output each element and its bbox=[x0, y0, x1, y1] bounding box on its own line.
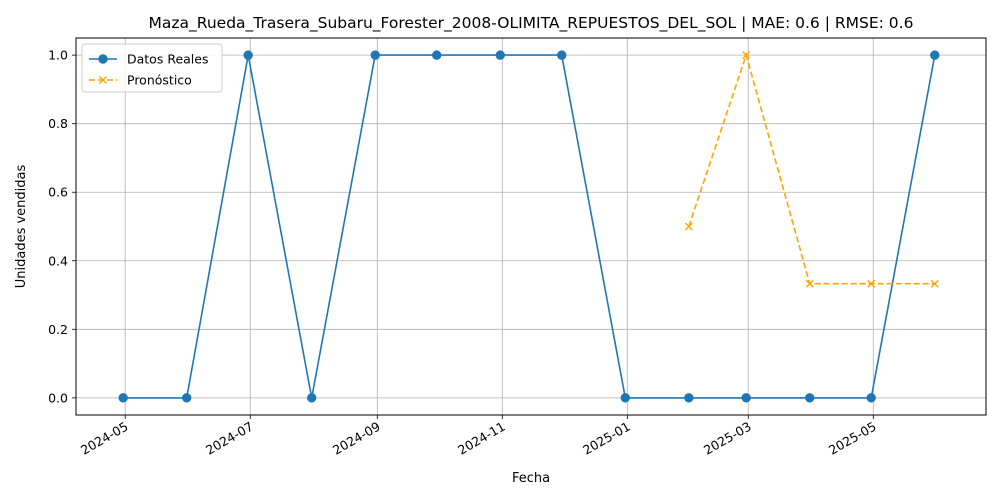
y-tick-label: 0.8 bbox=[48, 116, 68, 131]
legend-entry: Datos Reales bbox=[89, 52, 208, 67]
data-point bbox=[930, 279, 939, 288]
data-point bbox=[118, 393, 128, 403]
x-axis-label: Fecha bbox=[512, 471, 550, 486]
data-point bbox=[557, 50, 567, 60]
y-tick-label: 0.6 bbox=[48, 185, 68, 200]
data-point bbox=[495, 50, 505, 60]
series-actual bbox=[118, 50, 940, 403]
y-tick-label: 0.0 bbox=[48, 390, 68, 405]
data-point bbox=[620, 393, 630, 403]
legend: Datos Reales Pronóstico bbox=[81, 43, 223, 93]
legend-entry: Pronóstico bbox=[89, 73, 192, 88]
data-point bbox=[181, 393, 192, 403]
data-point bbox=[243, 50, 253, 60]
y-axis-label: Unidades vendidas bbox=[14, 165, 29, 289]
data-point bbox=[867, 279, 876, 288]
data-point bbox=[741, 393, 751, 403]
data-point bbox=[930, 50, 940, 60]
legend-label: Datos Reales bbox=[127, 52, 208, 67]
legend-label: Pronóstico bbox=[127, 73, 192, 88]
series-line bbox=[123, 54, 936, 399]
data-point bbox=[370, 50, 380, 60]
data-point bbox=[805, 279, 814, 288]
data-point bbox=[306, 393, 317, 403]
chart-title: Maza_Rueda_Trasera_Subaru_Forester_2008-… bbox=[149, 14, 914, 33]
y-tick-label: 1.0 bbox=[48, 48, 68, 63]
y-tick-label: 0.2 bbox=[48, 322, 68, 337]
legend-marker bbox=[98, 54, 108, 64]
grid bbox=[76, 38, 986, 415]
data-point bbox=[432, 50, 442, 60]
data-point bbox=[684, 393, 694, 403]
data-point bbox=[742, 51, 751, 60]
marker-stroke bbox=[930, 279, 939, 288]
marker-stroke bbox=[867, 279, 876, 288]
legend-marker bbox=[99, 76, 107, 84]
marker-stroke bbox=[805, 279, 814, 288]
marker-stroke bbox=[684, 222, 693, 231]
data-point bbox=[805, 393, 815, 403]
marker-stroke bbox=[742, 51, 751, 60]
y-tick-label: 0.4 bbox=[48, 253, 68, 268]
data-point bbox=[684, 222, 693, 231]
data-point bbox=[866, 393, 876, 403]
series-layer bbox=[118, 50, 940, 403]
marker-stroke bbox=[99, 76, 107, 84]
plot-area-frame bbox=[75, 37, 987, 416]
series-forecast bbox=[684, 51, 939, 288]
